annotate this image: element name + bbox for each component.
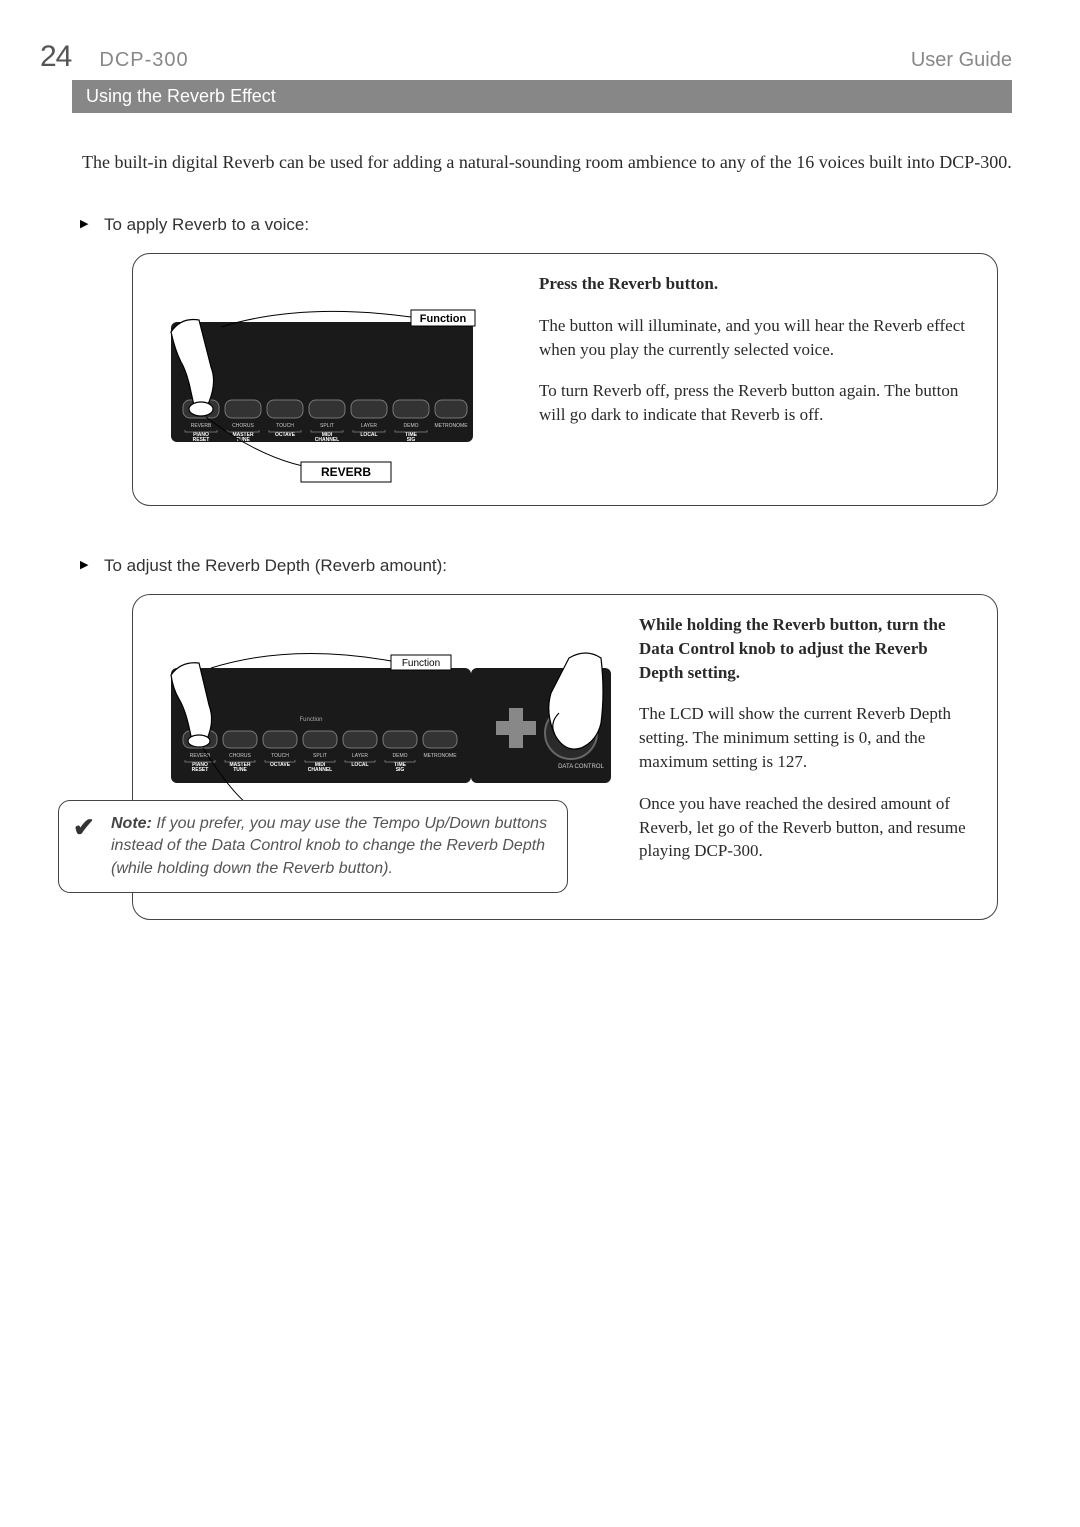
- svg-text:CHANNEL: CHANNEL: [315, 437, 339, 443]
- svg-text:METRONOME: METRONOME: [423, 753, 457, 759]
- svg-text:LAYER: LAYER: [352, 753, 368, 759]
- svg-text:LOCAL: LOCAL: [351, 762, 368, 768]
- svg-text:DEMO: DEMO: [404, 423, 419, 429]
- svg-text:Function: Function: [299, 717, 322, 723]
- svg-text:CHORUS: CHORUS: [229, 753, 251, 759]
- reverb-callout-label: REVERB: [321, 465, 371, 479]
- step1-bold: Press the Reverb button.: [539, 272, 975, 296]
- page-header: 24 DCP-300 User Guide: [40, 40, 1012, 74]
- step2-para2: Once you have reached the desired amount…: [639, 792, 975, 863]
- svg-text:SIG: SIG: [396, 767, 405, 773]
- svg-text:SPLIT: SPLIT: [320, 423, 334, 429]
- step1-heading: To apply Reverb to a voice:: [104, 215, 1012, 235]
- svg-text:RESET: RESET: [193, 437, 210, 443]
- svg-text:CHANNEL: CHANNEL: [308, 767, 332, 773]
- svg-text:METRONOME: METRONOME: [434, 423, 468, 429]
- step1-para1: The button will illuminate, and you will…: [539, 314, 975, 362]
- note-box: Note: If you prefer, you may use the Tem…: [58, 800, 568, 893]
- svg-text:Function: Function: [402, 658, 440, 669]
- svg-text:OCTAVE: OCTAVE: [275, 432, 296, 438]
- step2-para1: The LCD will show the current Reverb Dep…: [639, 702, 975, 773]
- svg-text:SPLIT: SPLIT: [313, 753, 327, 759]
- figure-box-1: Function REVERB CHORUS TOUCH SPLIT LAYER DEM…: [132, 253, 998, 506]
- step2-heading: To adjust the Reverb Depth (Reverb amoun…: [104, 556, 1012, 576]
- step1-para2: To turn Reverb off, press the Reverb but…: [539, 379, 975, 427]
- intro-paragraph: The built-in digital Reverb can be used …: [82, 149, 1012, 175]
- svg-text:DATA CONTROL: DATA CONTROL: [558, 764, 604, 770]
- model-label: DCP-300: [99, 49, 188, 72]
- svg-text:TOUCH: TOUCH: [271, 753, 289, 759]
- svg-text:REVERB: REVERB: [191, 423, 212, 429]
- note-text: If you prefer, you may use the Tempo Up/…: [111, 815, 547, 877]
- section-title-bar: Using the Reverb Effect: [72, 80, 1012, 113]
- doc-type-label: User Guide: [911, 49, 1012, 72]
- svg-text:SIG: SIG: [407, 437, 416, 443]
- step2-bold: While holding the Reverb button, turn th…: [639, 613, 975, 684]
- page-number: 24: [40, 40, 71, 74]
- svg-text:CHORUS: CHORUS: [232, 423, 254, 429]
- svg-text:TUNE: TUNE: [233, 767, 247, 773]
- svg-text:LAYER: LAYER: [361, 423, 377, 429]
- svg-text:TOUCH: TOUCH: [276, 423, 294, 429]
- note-label: Note:: [111, 815, 152, 832]
- panel-diagram-1: Function REVERB CHORUS TOUCH SPLIT LAYER DEM…: [151, 272, 511, 487]
- svg-text:RESET: RESET: [192, 767, 209, 773]
- function-callout-label: Function: [420, 313, 467, 325]
- svg-text:DEMO: DEMO: [393, 753, 408, 759]
- svg-text:LOCAL: LOCAL: [360, 432, 377, 438]
- svg-text:OCTAVE: OCTAVE: [270, 762, 291, 768]
